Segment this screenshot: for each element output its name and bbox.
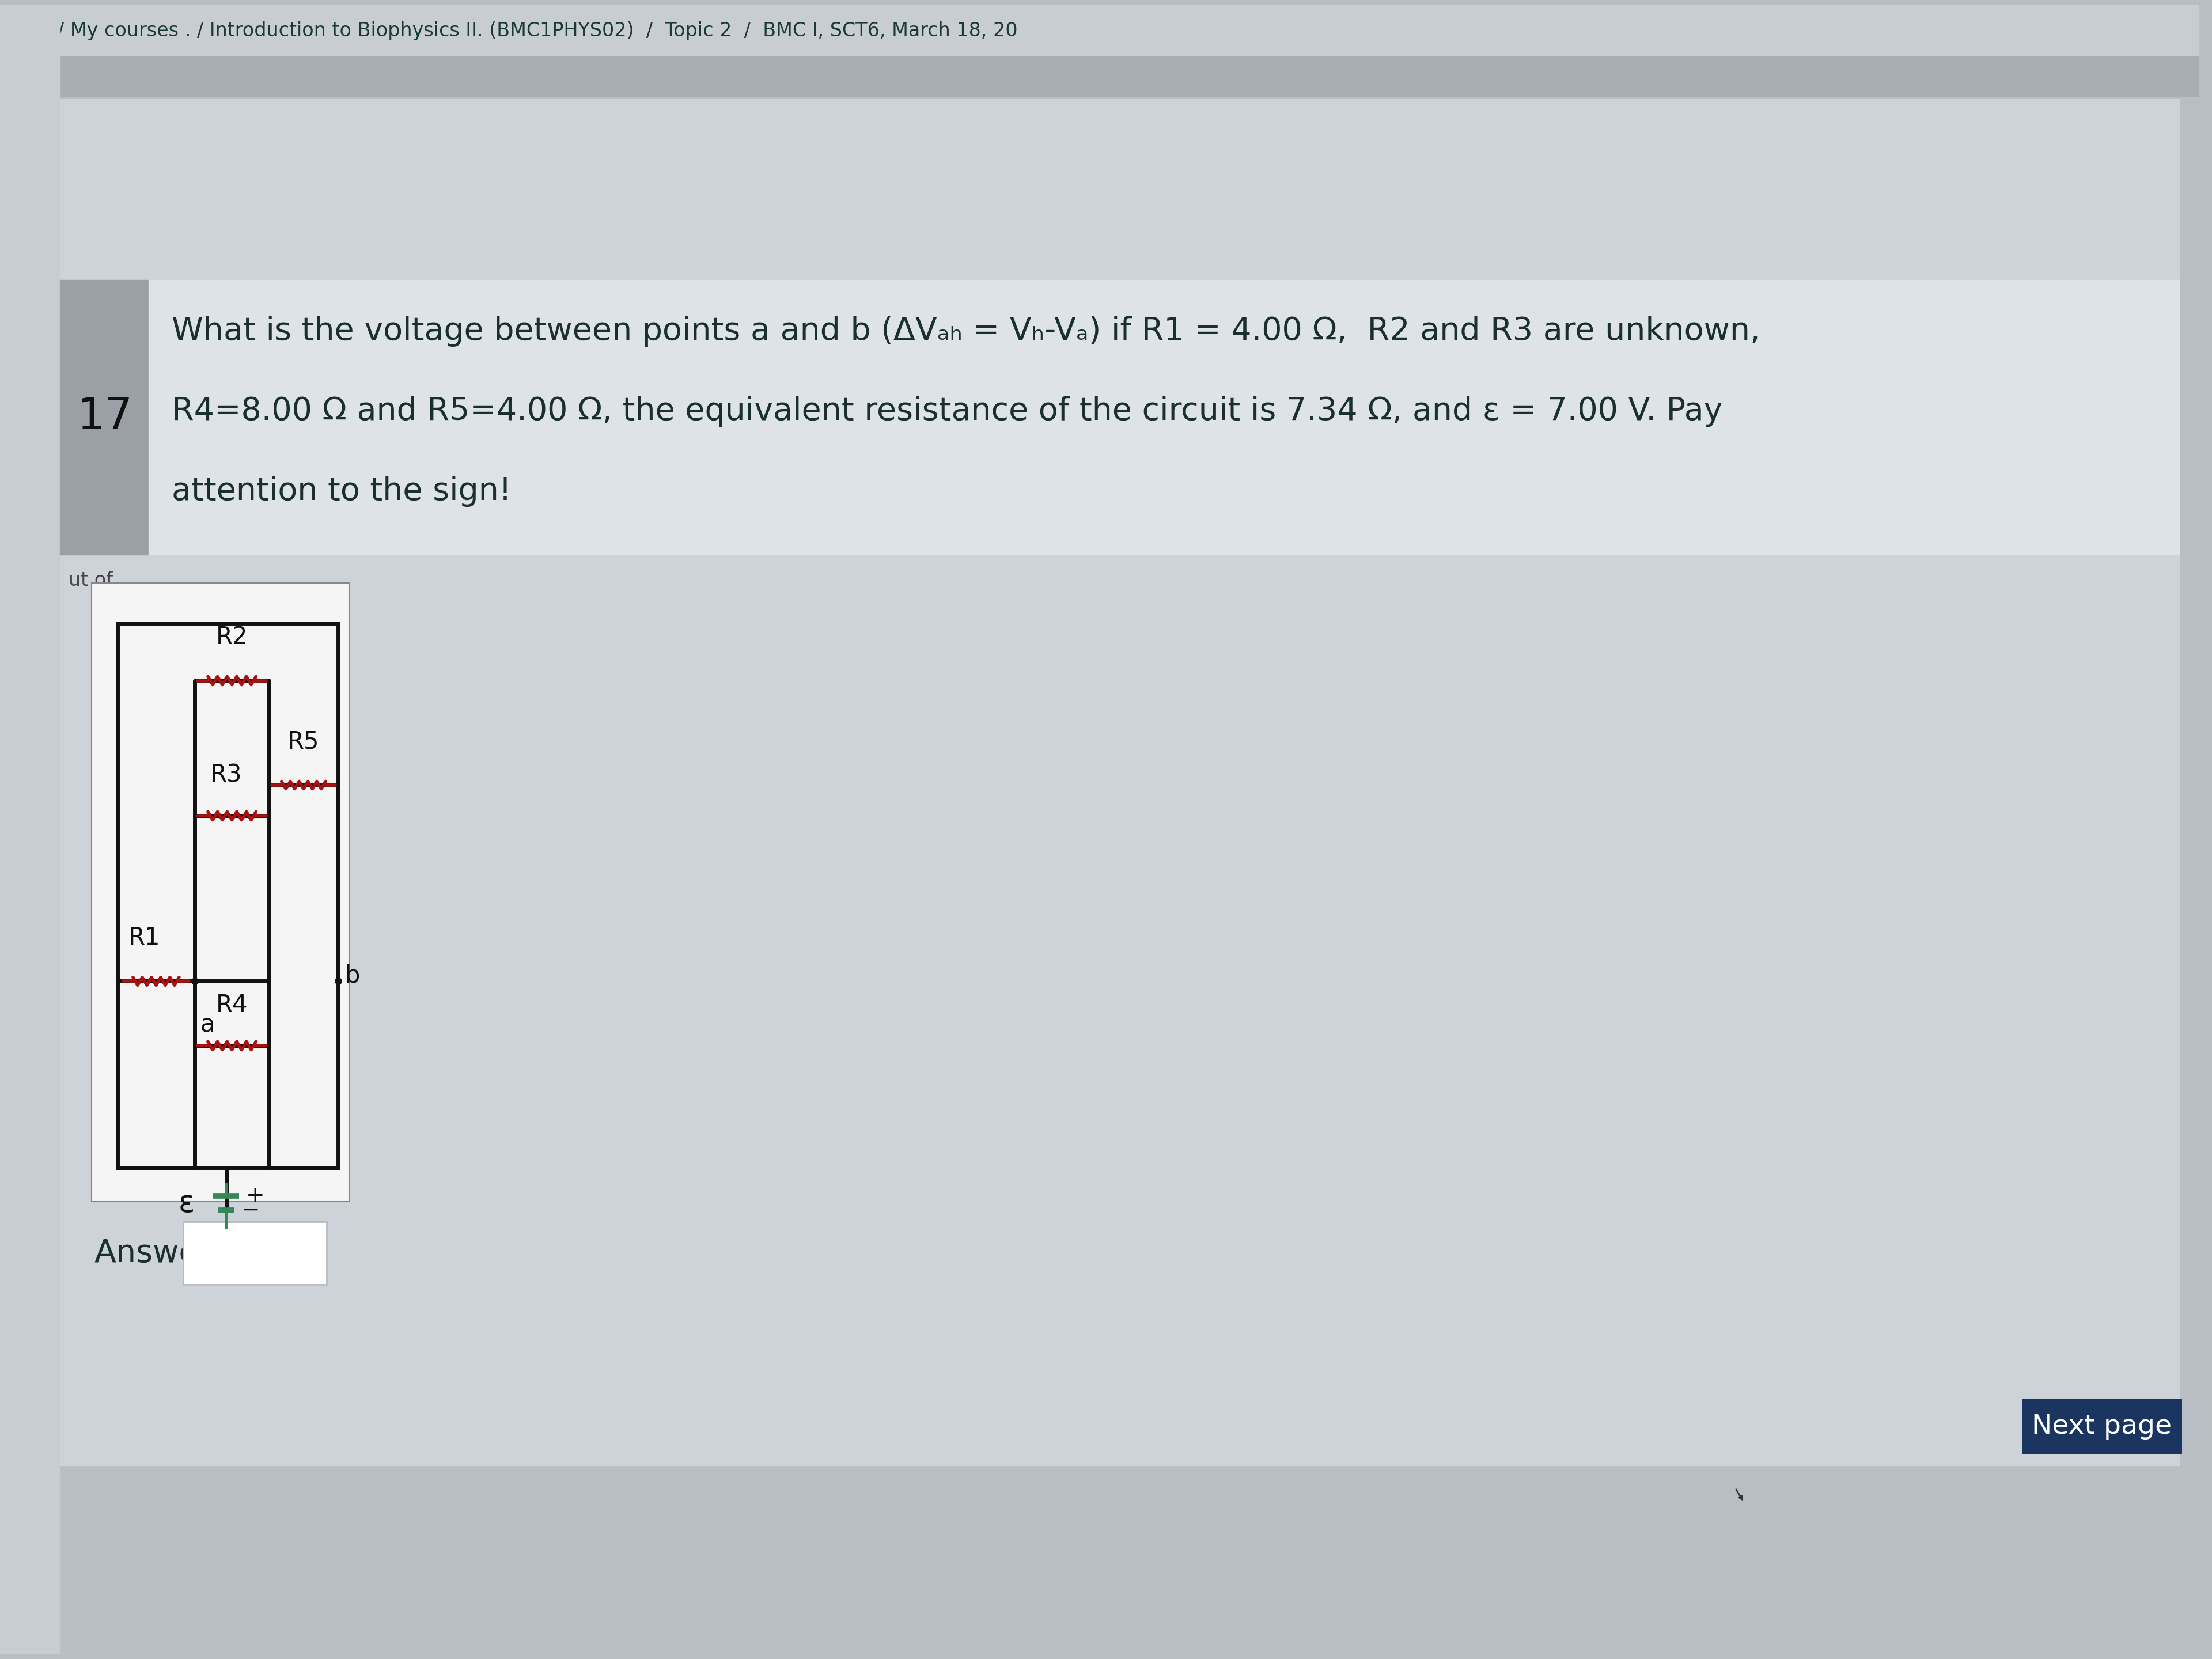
Text: −: − [241,1199,259,1221]
Text: Next page: Next page [2033,1413,2172,1440]
Text: ut of: ut of [69,571,113,591]
Bar [0,5,60,1654]
Bar [60,100,2179,1465]
Text: rd / My courses . / Introduction to Biophysics II. (BMC1PHYS02)  /  Topic 2  /  : rd / My courses . / Introduction to Biop… [31,22,1018,40]
Text: R1: R1 [128,926,161,949]
Bar [60,280,148,554]
Text: b: b [345,964,361,987]
Bar [148,280,2179,554]
Bar [91,584,349,1201]
Text: a: a [201,1012,215,1037]
Text: What is the voltage between points a and b (ΔVₐₕ = Vₕ-Vₐ) if R1 = 4.00 Ω,  R2 an: What is the voltage between points a and… [173,315,1761,347]
Text: R5: R5 [288,730,319,753]
Text: R4=8.00 Ω and R5=4.00 Ω, the equivalent resistance of the circuit is 7.34 Ω, and: R4=8.00 Ω and R5=4.00 Ω, the equivalent … [173,397,1723,426]
Bar [0,5,2199,56]
Text: R3: R3 [210,763,243,788]
Bar [0,56,2199,96]
Text: R4: R4 [217,992,248,1017]
Text: R2: R2 [217,625,248,649]
Text: Answer:: Answer: [95,1238,223,1269]
Text: attention to the sign!: attention to the sign! [173,476,511,508]
Text: ε: ε [179,1188,195,1218]
Bar [184,1221,327,1284]
Text: +: + [246,1185,265,1208]
Bar [2022,1399,2181,1453]
Text: 17: 17 [77,397,133,438]
